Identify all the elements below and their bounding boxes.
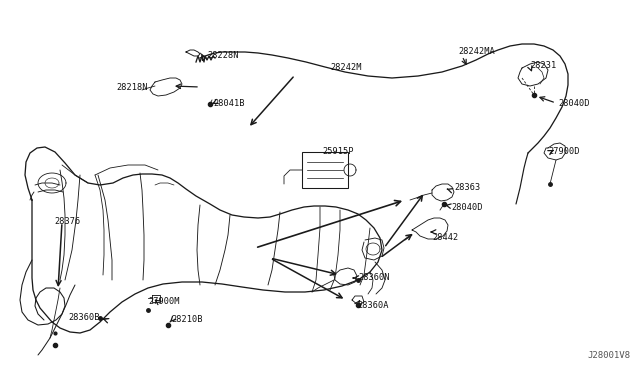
Bar [302,152,348,188]
Text: 27900D: 27900D [548,148,579,157]
Text: 28040D: 28040D [558,99,589,108]
Text: 28242M: 28242M [330,64,362,73]
Text: 28218N: 28218N [116,83,148,92]
Text: 28041B: 28041B [213,99,244,109]
Text: 28363: 28363 [454,183,480,192]
Text: 28360N: 28360N [358,273,390,282]
Text: 28376: 28376 [54,218,80,227]
Text: 28040D: 28040D [451,202,483,212]
Text: 28360A: 28360A [357,301,388,311]
Text: 25915P: 25915P [322,147,353,155]
Text: 28442: 28442 [432,232,458,241]
Text: J28001V8: J28001V8 [587,351,630,360]
Text: 28228N: 28228N [207,51,239,61]
Text: 28242MA: 28242MA [458,48,495,57]
Text: 28231: 28231 [530,61,556,70]
Text: 28360B: 28360B [68,314,99,323]
Text: 27900M: 27900M [148,298,179,307]
Text: 28210B: 28210B [171,315,202,324]
